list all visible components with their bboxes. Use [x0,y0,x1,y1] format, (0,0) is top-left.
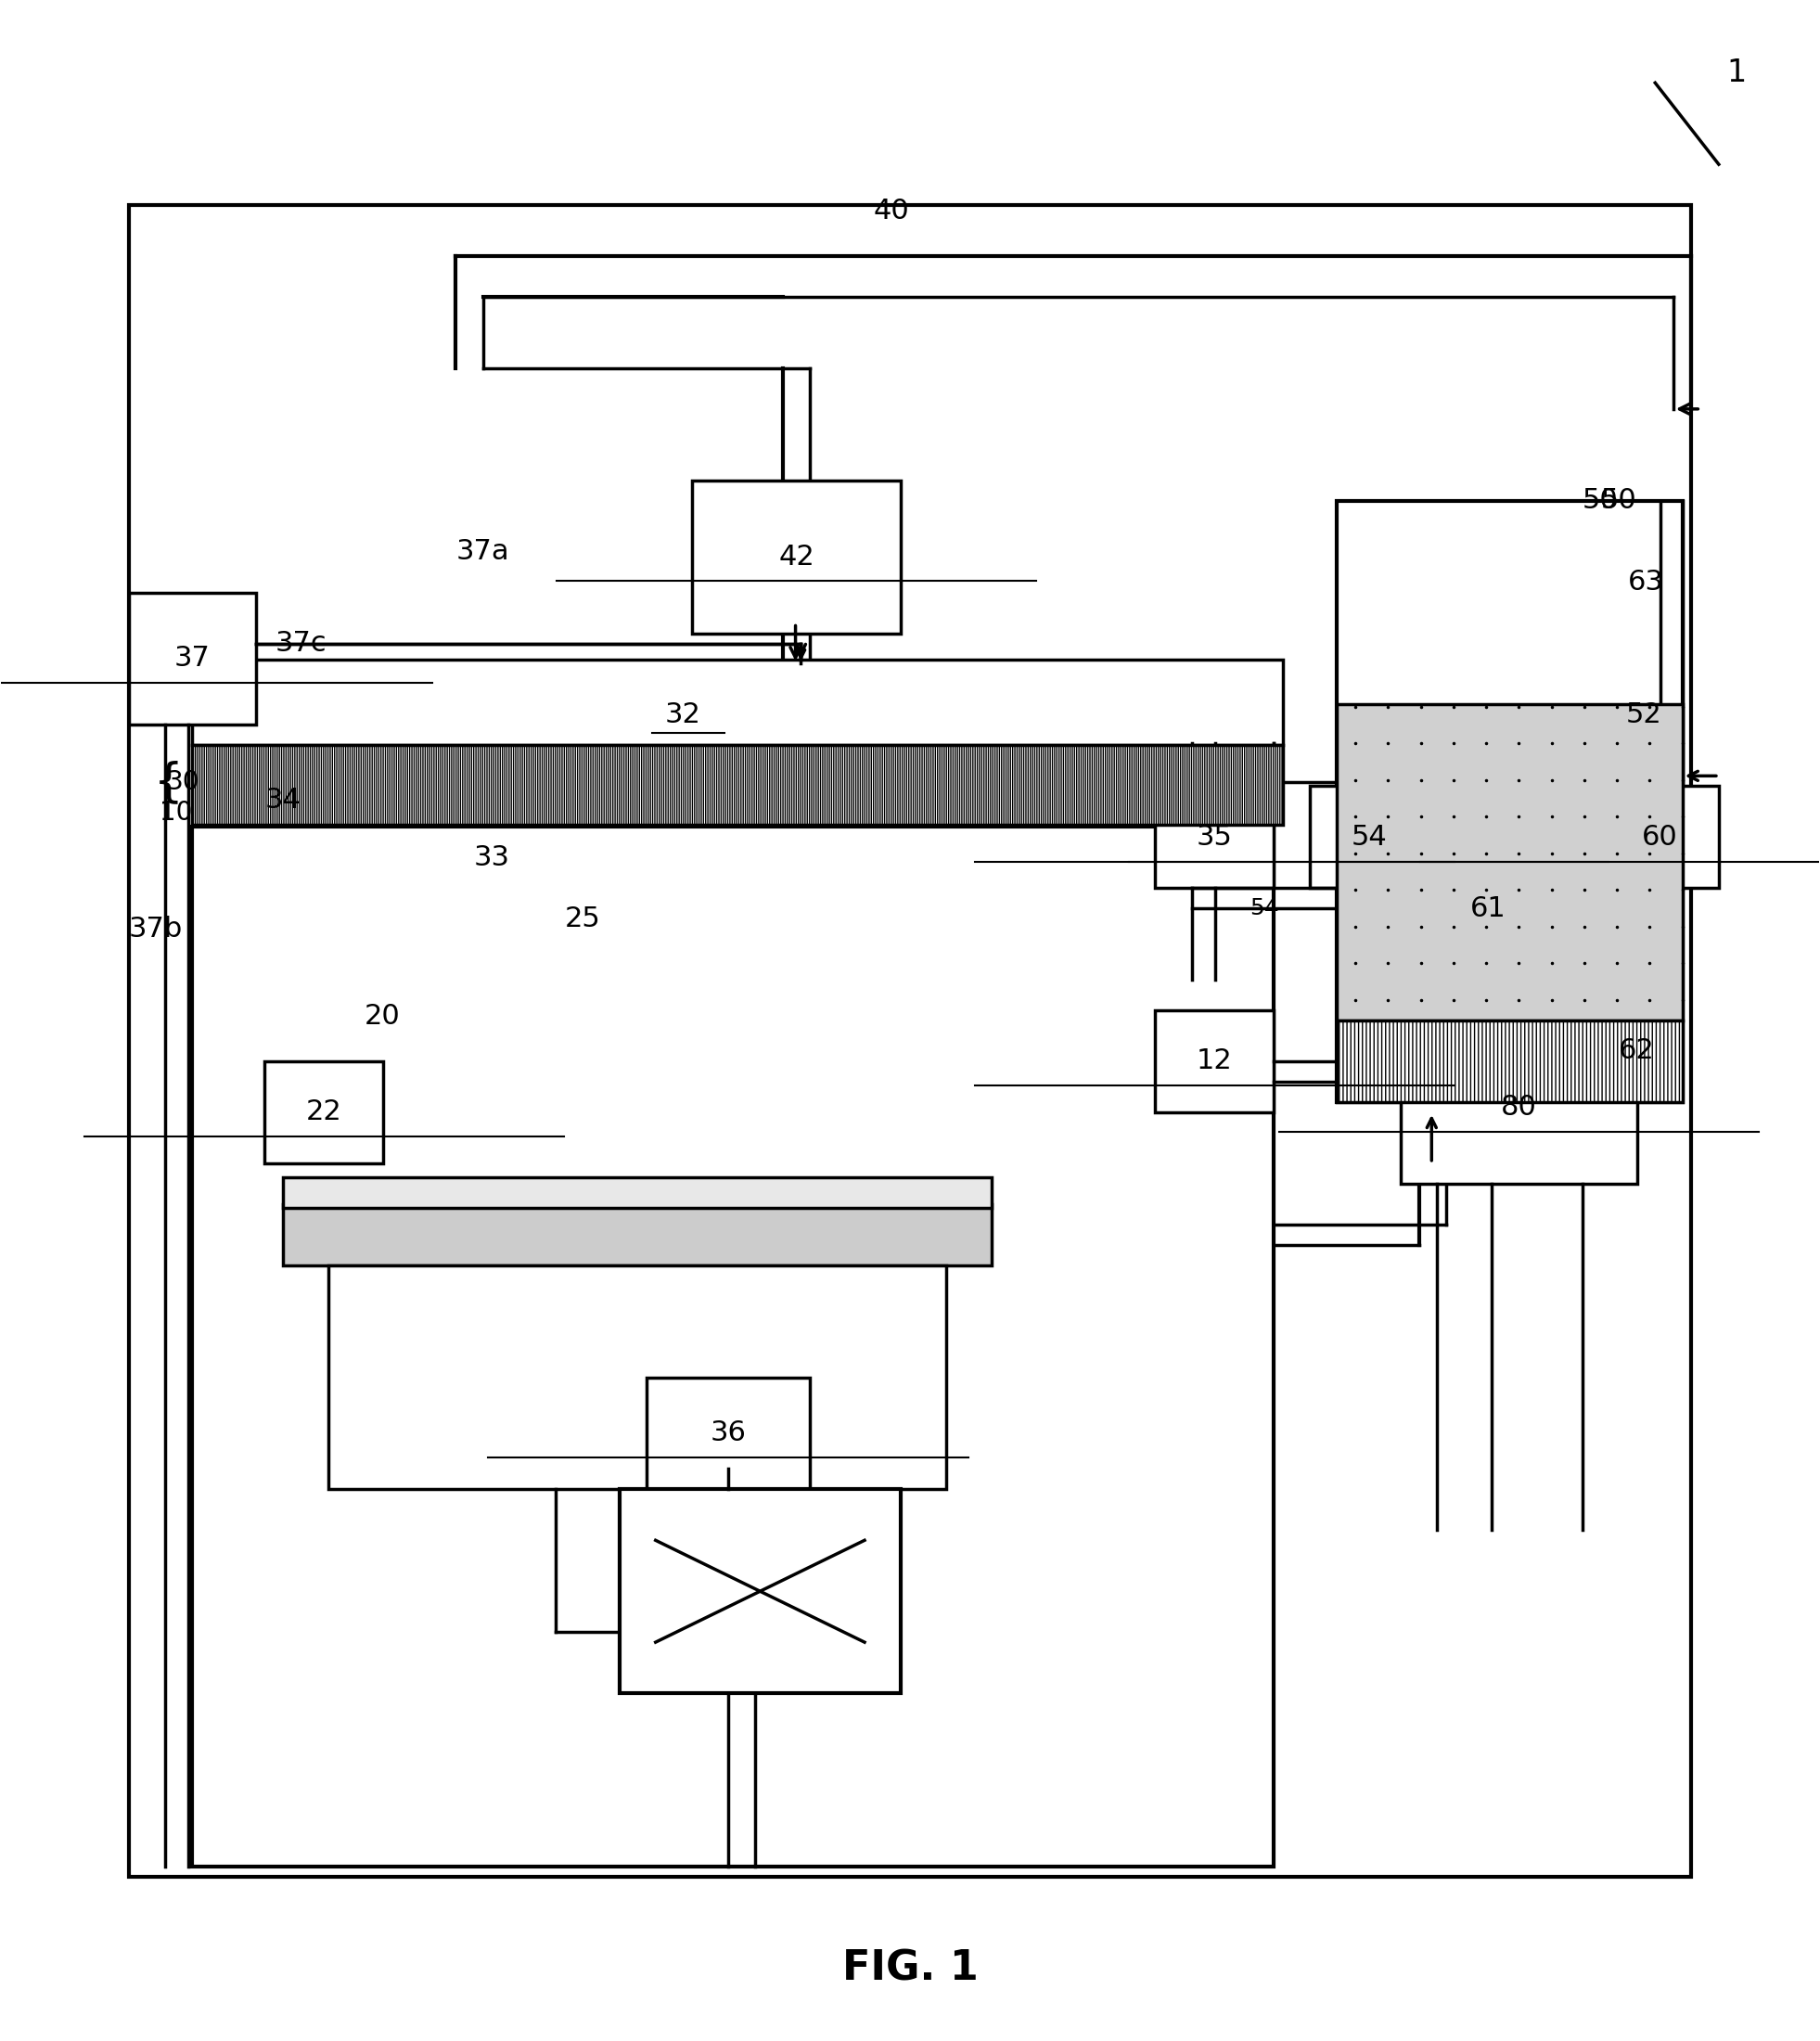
Text: 30: 30 [167,769,200,796]
Text: 80: 80 [1502,1094,1536,1121]
Text: 63: 63 [1629,569,1663,596]
Text: 50: 50 [1602,488,1636,514]
Text: 52: 52 [1627,702,1662,729]
Text: 54: 54 [1350,825,1387,851]
Bar [129,592,257,725]
Text: 50: 50 [1583,488,1618,514]
Text: 10: 10 [160,800,193,825]
Bar [1338,500,1682,1102]
Text: 37c: 37c [275,631,328,657]
Bar [692,480,901,633]
Bar [1338,1020,1682,1102]
Text: 54: 54 [1250,898,1279,920]
Text: {: { [153,759,184,804]
Text: 1: 1 [1727,57,1747,88]
Bar [646,1378,810,1490]
Text: 32: 32 [664,702,701,729]
Text: 22: 22 [306,1098,342,1127]
Text: 34: 34 [266,788,300,814]
Bar [282,1178,992,1208]
Bar [1156,786,1274,888]
Text: 37: 37 [175,645,209,671]
Text: 25: 25 [564,904,601,933]
Bar [328,1265,946,1490]
Bar [266,1061,382,1163]
Bar [193,827,1274,1865]
Text: 35: 35 [1196,825,1232,851]
Text: 60: 60 [1642,825,1678,851]
Bar [619,1490,901,1694]
Text: 33: 33 [473,845,510,872]
Bar [1338,704,1682,1020]
Text: 37b: 37b [129,914,182,943]
Bar [193,659,1283,745]
Bar [129,206,1691,1876]
Text: 62: 62 [1620,1037,1654,1065]
Bar [1310,786,1429,888]
Text: 61: 61 [1471,894,1505,923]
Bar [1600,786,1718,888]
Text: 40: 40 [874,198,910,225]
Bar [282,1204,992,1265]
Bar [1401,1031,1636,1184]
Bar [193,745,1283,825]
Text: 12: 12 [1196,1047,1232,1076]
Bar [1156,1010,1274,1112]
Text: FIG. 1: FIG. 1 [843,1949,977,1988]
Text: 36: 36 [710,1421,746,1447]
Text: 20: 20 [364,1002,400,1031]
Text: 42: 42 [779,543,814,569]
Text: 37a: 37a [457,539,510,565]
